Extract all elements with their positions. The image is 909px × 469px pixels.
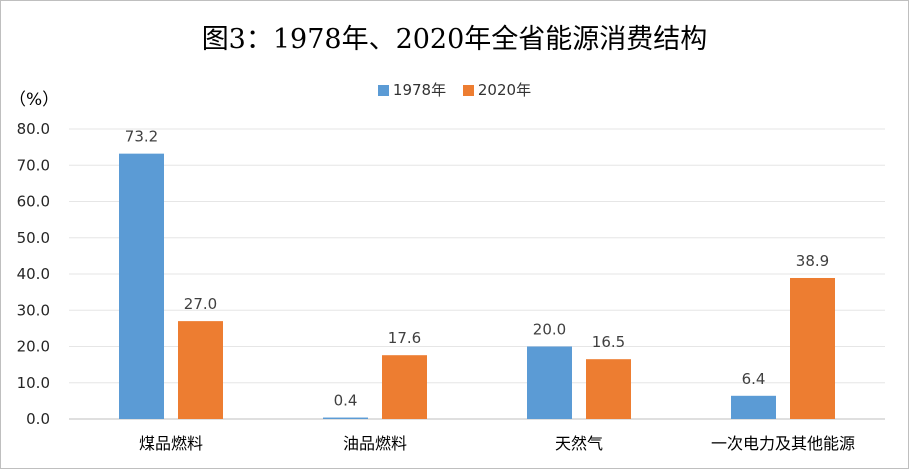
data-label: 38.9 [796, 252, 829, 270]
chart-legend: 1978年 2020年 [1, 79, 908, 100]
y-tick-label: 0.0 [26, 410, 50, 428]
y-tick-label: 80.0 [17, 120, 50, 138]
legend-item-1978: 1978年 [377, 79, 447, 100]
bar-1978 [323, 417, 368, 419]
legend-swatch-1978 [377, 85, 389, 96]
data-label: 17.6 [388, 329, 421, 347]
data-label: 16.5 [592, 333, 625, 351]
y-tick-label: 30.0 [17, 301, 50, 319]
y-tick-label: 20.0 [17, 338, 50, 356]
x-category-label: 一次电力及其他能源 [711, 434, 855, 453]
y-tick-label: 70.0 [17, 156, 50, 174]
bar-1978 [527, 346, 572, 419]
chart-title: 图3：1978年、2020年全省能源消费结构 [201, 24, 708, 55]
bar-2020 [178, 321, 223, 419]
data-label: 20.0 [533, 321, 566, 339]
data-label: 0.4 [334, 392, 358, 410]
data-label: 6.4 [742, 370, 766, 388]
data-label: 73.2 [125, 128, 158, 146]
y-tick-label: 40.0 [17, 265, 50, 283]
x-category-label: 油品燃料 [343, 434, 407, 453]
legend-item-2020: 2020年 [462, 79, 532, 100]
legend-label-2020: 2020年 [477, 81, 532, 99]
y-tick-label: 60.0 [17, 193, 50, 211]
bar-1978 [119, 153, 164, 419]
y-axis-unit-label: （%） [9, 90, 60, 110]
legend-label-1978: 1978年 [392, 81, 447, 99]
bar-2020 [382, 355, 427, 419]
bar-1978 [731, 395, 776, 419]
y-tick-label: 50.0 [17, 229, 50, 247]
bar-2020 [586, 359, 631, 419]
legend-swatch-2020 [462, 85, 474, 96]
x-category-label: 天然气 [555, 434, 603, 453]
bar-2020 [790, 277, 835, 419]
x-category-label: 煤品燃料 [139, 434, 203, 453]
data-label: 27.0 [184, 295, 217, 313]
y-tick-label: 10.0 [17, 374, 50, 392]
